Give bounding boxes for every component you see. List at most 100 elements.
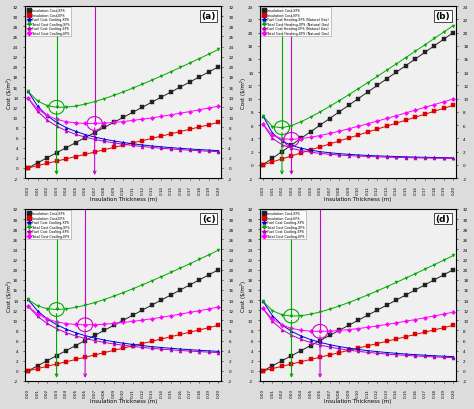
Insulation Cost-XPS: [206, 70, 212, 75]
Total Cost Cooling-XPS: [317, 310, 323, 315]
Fuel Cost Cooling-EPS: [206, 149, 212, 154]
Fuel Cost Heating-EPS (Natural Gas): [260, 122, 266, 127]
Insulation Cost-EPS: [260, 163, 266, 168]
Total Cost Heating-EPS (Natural Gas): [384, 117, 390, 121]
Insulation Cost-XPS: [317, 338, 323, 343]
Total Cost Cooling-EPS: [197, 108, 202, 113]
Total Cost Cooling-XPS: [336, 304, 342, 309]
Total Cost Heating-XPS (Natural Gas): [384, 69, 390, 74]
Fuel Cost Heating-XPS (Natural Gas): [451, 156, 456, 161]
Insulation Cost-XPS: [197, 278, 202, 283]
Total Cost Cooling-XPS: [178, 266, 183, 271]
Insulation Cost-EPS: [327, 353, 332, 357]
Total Cost Heating-XPS (Natural Gas): [365, 81, 371, 86]
Fuel Cost Cooling-XPS: [158, 145, 164, 150]
Insulation Cost-EPS: [206, 123, 212, 128]
Total Cost Cooling-XPS: [130, 86, 136, 91]
Fuel Cost Cooling-EPS: [187, 148, 193, 153]
Total Cost Cooling-XPS: [54, 106, 59, 110]
Total Cost Cooling-XPS: [346, 300, 352, 305]
Line: Fuel Cost Cooling-XPS: Fuel Cost Cooling-XPS: [27, 298, 220, 353]
Line: Insulation Cost-XPS: Insulation Cost-XPS: [261, 32, 455, 167]
Insulation Cost-XPS: [92, 131, 98, 136]
Line: Insulation Cost-XPS: Insulation Cost-XPS: [261, 268, 455, 373]
Insulation Cost-XPS: [441, 273, 447, 278]
Insulation Cost-EPS: [25, 166, 31, 171]
Total Cost Cooling-XPS: [130, 287, 136, 292]
Insulation Cost-EPS: [187, 330, 193, 335]
Total Cost Cooling-XPS: [374, 289, 380, 294]
Fuel Cost Cooling-XPS: [73, 330, 79, 335]
Total Cost Heating-XPS (Natural Gas): [327, 105, 332, 110]
X-axis label: Insulation Thickness (m): Insulation Thickness (m): [325, 398, 392, 403]
Fuel Cost Cooling-XPS: [92, 135, 98, 140]
Total Cost Cooling-EPS: [197, 308, 202, 313]
Insulation Cost-XPS: [111, 121, 117, 126]
Fuel Cost Cooling-XPS: [130, 142, 136, 147]
Insulation Cost-EPS: [279, 157, 285, 162]
Fuel Cost Heating-XPS (Natural Gas): [336, 152, 342, 157]
Fuel Cost Cooling-XPS: [149, 144, 155, 149]
Insulation Cost-EPS: [92, 150, 98, 155]
Total Cost Cooling-EPS: [451, 310, 456, 315]
Insulation Cost-XPS: [216, 65, 221, 70]
Fuel Cost Heating-EPS (Natural Gas): [356, 154, 361, 159]
Insulation Cost-EPS: [216, 323, 221, 328]
Line: Insulation Cost-EPS: Insulation Cost-EPS: [261, 324, 455, 373]
Total Cost Heating-EPS (Natural Gas): [451, 97, 456, 102]
Total Cost Cooling-EPS: [73, 322, 79, 327]
Insulation Cost-XPS: [270, 156, 275, 161]
Fuel Cost Cooling-XPS: [187, 147, 193, 152]
Fuel Cost Heating-EPS (Natural Gas): [317, 151, 323, 156]
Fuel Cost Cooling-EPS: [101, 139, 107, 144]
Total Cost Heating-EPS (Natural Gas): [441, 100, 447, 105]
Fuel Cost Cooling-XPS: [327, 342, 332, 347]
Fuel Cost Cooling-EPS: [374, 351, 380, 356]
Fuel Cost Cooling-EPS: [120, 343, 126, 348]
Total Cost Cooling-EPS: [365, 325, 371, 330]
Legend: Insulation Cost-XPS, Insulation Cost-EPS, Fuel Cost Cooling-XPS, Total Cost Cool: Insulation Cost-XPS, Insulation Cost-EPS…: [26, 8, 72, 37]
Insulation Cost-EPS: [216, 121, 221, 126]
Insulation Cost-EPS: [158, 134, 164, 139]
Fuel Cost Cooling-EPS: [298, 337, 304, 342]
Fuel Cost Cooling-XPS: [111, 339, 117, 344]
Total Cost Cooling-EPS: [25, 96, 31, 101]
Fuel Cost Heating-XPS (Natural Gas): [365, 154, 371, 159]
Total Cost Cooling-EPS: [54, 118, 59, 123]
Fuel Cost Cooling-XPS: [393, 351, 399, 356]
Total Cost Cooling-XPS: [25, 297, 31, 302]
Fuel Cost Heating-XPS (Natural Gas): [356, 153, 361, 158]
Fuel Cost Heating-EPS (Natural Gas): [374, 155, 380, 160]
Insulation Cost-EPS: [73, 155, 79, 160]
Fuel Cost Heating-XPS (Natural Gas): [270, 131, 275, 136]
Insulation Cost-XPS: [308, 130, 313, 135]
Total Cost Cooling-XPS: [92, 100, 98, 105]
Total Cost Heating-EPS (Natural Gas): [308, 135, 313, 140]
Insulation Cost-XPS: [35, 161, 40, 166]
Fuel Cost Cooling-EPS: [63, 330, 69, 335]
Insulation Cost-XPS: [422, 283, 428, 288]
Fuel Cost Heating-EPS (Natural Gas): [441, 157, 447, 162]
Insulation Cost-EPS: [120, 144, 126, 148]
Line: Total Cost Cooling-EPS: Total Cost Cooling-EPS: [27, 305, 220, 326]
Insulation Cost-EPS: [393, 121, 399, 126]
Total Cost Cooling-XPS: [120, 90, 126, 95]
Total Cost Cooling-XPS: [73, 305, 79, 310]
Fuel Cost Cooling-EPS: [431, 355, 437, 360]
Total Cost Cooling-XPS: [101, 297, 107, 302]
Fuel Cost Cooling-EPS: [44, 321, 50, 326]
Fuel Cost Cooling-XPS: [35, 309, 40, 314]
Legend: Insulation Cost-XPS, Insulation Cost-EPS, Fuel Cost Heating-XPS (Natural Gas), T: Insulation Cost-XPS, Insulation Cost-EPS…: [261, 8, 331, 37]
Total Cost Heating-XPS (Natural Gas): [289, 124, 294, 129]
Total Cost Heating-EPS (Natural Gas): [279, 137, 285, 142]
Insulation Cost-EPS: [54, 362, 59, 366]
Total Cost Cooling-EPS: [279, 323, 285, 328]
Total Cost Cooling-EPS: [374, 324, 380, 328]
Total Cost Heating-EPS (Natural Gas): [422, 106, 428, 110]
Insulation Cost-EPS: [393, 337, 399, 342]
Fuel Cost Cooling-EPS: [187, 349, 193, 354]
Insulation Cost-XPS: [139, 106, 145, 110]
Fuel Cost Cooling-XPS: [260, 299, 266, 304]
Fuel Cost Cooling-EPS: [270, 319, 275, 324]
Insulation Cost-EPS: [412, 115, 418, 120]
